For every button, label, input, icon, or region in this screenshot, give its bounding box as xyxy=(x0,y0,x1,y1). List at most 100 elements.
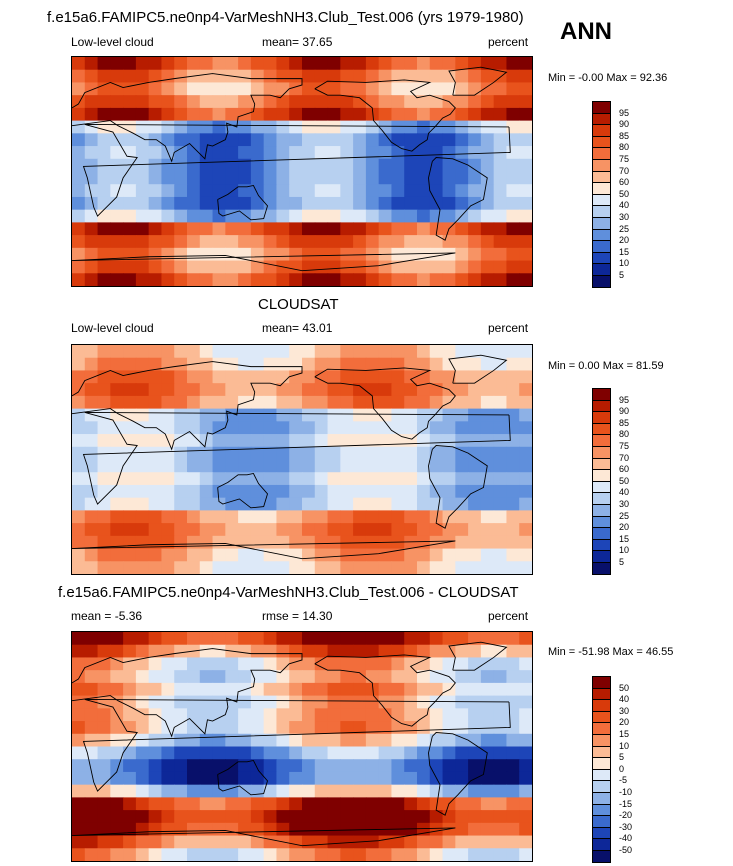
map-cell xyxy=(455,260,469,274)
coastline xyxy=(428,732,488,816)
map-cell xyxy=(123,484,137,499)
coastline xyxy=(448,66,508,96)
map-cell xyxy=(429,695,444,709)
map-cell xyxy=(391,523,405,537)
map-cell xyxy=(480,184,495,198)
map-cell xyxy=(199,657,214,671)
map-cell xyxy=(276,632,290,646)
map-cell xyxy=(263,708,278,722)
map-cell xyxy=(506,95,520,109)
map-cell xyxy=(417,357,431,372)
map-cell xyxy=(340,810,354,824)
map-cell xyxy=(302,395,316,410)
map-cell xyxy=(442,260,456,274)
map-cell xyxy=(276,784,290,798)
map-cell xyxy=(212,209,226,223)
map-cell xyxy=(148,408,163,422)
map-cell xyxy=(353,523,367,537)
map-cell xyxy=(84,548,99,562)
map-cell xyxy=(276,682,290,697)
map-cell xyxy=(378,632,393,646)
map-cell xyxy=(148,260,163,274)
map-cell xyxy=(327,835,341,849)
map-cell xyxy=(455,746,469,760)
map-cell xyxy=(455,446,469,461)
map-cell xyxy=(199,721,214,735)
map-cell xyxy=(97,95,111,109)
map-cell xyxy=(199,260,214,274)
map-cell xyxy=(187,771,201,786)
map-cell xyxy=(225,421,239,435)
map-cell xyxy=(250,848,265,861)
map-cell xyxy=(327,184,341,198)
map-cell xyxy=(187,273,201,286)
map-cell xyxy=(327,797,341,811)
map-cell xyxy=(455,670,469,684)
map-cell xyxy=(84,222,99,236)
map-cell xyxy=(148,370,163,384)
map-cell xyxy=(250,510,265,524)
map-cell xyxy=(468,797,482,811)
map-cell xyxy=(378,222,393,236)
map-cell xyxy=(493,810,508,824)
map-cell xyxy=(84,810,99,824)
map-cell xyxy=(97,497,111,511)
map-cell xyxy=(135,759,150,773)
map-cell xyxy=(225,273,239,286)
map-cell xyxy=(225,370,239,384)
map-cell xyxy=(276,759,290,773)
map-cell xyxy=(404,133,418,147)
map-cell xyxy=(199,708,214,722)
map-cell xyxy=(404,408,418,422)
map-cell xyxy=(442,561,456,574)
map-cell xyxy=(314,434,329,448)
map-cell xyxy=(161,357,175,372)
map-cell xyxy=(276,82,290,96)
map-cell xyxy=(302,260,316,274)
map-cell xyxy=(199,835,214,849)
map-cell xyxy=(365,670,380,684)
map-cell xyxy=(187,95,201,109)
map-cell xyxy=(417,484,431,499)
map-cell xyxy=(378,95,393,109)
map-cell xyxy=(391,107,405,122)
map-cell xyxy=(378,797,393,811)
map-cell xyxy=(289,822,303,837)
map-cell xyxy=(289,421,303,435)
map-cell xyxy=(365,184,380,198)
map-cell xyxy=(123,759,137,773)
map-cell xyxy=(365,797,380,811)
map-cell xyxy=(327,345,341,359)
map-cell xyxy=(429,260,444,274)
map-cell xyxy=(97,459,111,473)
map-cell xyxy=(250,632,265,646)
map-cell xyxy=(276,133,290,147)
map-cell xyxy=(417,632,431,646)
map-cell xyxy=(519,107,532,122)
map-cell xyxy=(404,158,418,173)
map-cell xyxy=(519,472,532,486)
panel-1-variable-label: Low-level cloud xyxy=(71,35,154,49)
map-cell xyxy=(110,370,124,384)
map-cell xyxy=(404,95,418,109)
map-cell xyxy=(174,434,188,448)
map-cell xyxy=(174,657,188,671)
colorbar-tick-label: 5 xyxy=(619,270,625,280)
map-cell xyxy=(302,434,316,448)
colorbar-tick-label: 95 xyxy=(619,107,630,118)
map-cell xyxy=(161,273,175,286)
map-cell xyxy=(250,695,265,709)
map-cell xyxy=(327,695,341,709)
map-cell xyxy=(174,196,188,211)
map-cell xyxy=(480,708,495,722)
map-cell xyxy=(480,535,495,550)
map-cell xyxy=(238,561,252,574)
map-cell xyxy=(327,222,341,236)
map-cell xyxy=(417,708,431,722)
map-cell xyxy=(263,146,278,160)
colorbar-tick-label: 30 xyxy=(619,705,630,716)
map-cell xyxy=(340,835,354,849)
map-cell xyxy=(468,95,482,109)
map-cell xyxy=(225,771,239,786)
map-cell xyxy=(442,484,456,499)
